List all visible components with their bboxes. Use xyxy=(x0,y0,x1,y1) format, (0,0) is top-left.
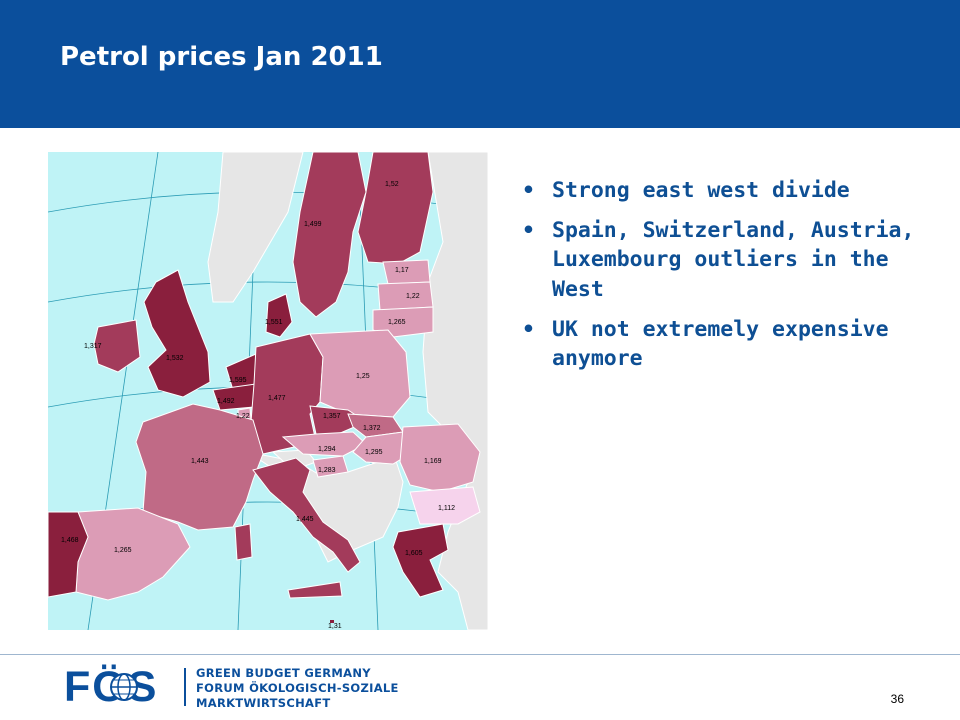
bullet-text: Strong east west divide xyxy=(552,178,850,203)
region-czech xyxy=(309,405,368,435)
label-germany: 1,477 xyxy=(268,395,286,402)
label-finland: 1,52 xyxy=(385,181,399,188)
label-slovakia: 1,372 xyxy=(363,425,381,432)
label-hungary: 1,295 xyxy=(365,449,383,456)
europe-petrol-price-map: 1,52 1,499 1,17 1,22 1,265 1,551 1,317 1… xyxy=(48,152,488,630)
bullet-dot-icon: • xyxy=(522,316,535,342)
logo-line: MARKTWIRTSCHAFT xyxy=(196,696,331,710)
page-number: 36 xyxy=(890,692,904,706)
label-spain: 1,265 xyxy=(114,547,132,554)
region-denmark xyxy=(265,293,293,338)
region-uk xyxy=(143,269,211,398)
label-malta: 1,31 xyxy=(328,623,342,630)
region-sweden xyxy=(292,152,367,318)
label-portugal: 1,468 xyxy=(61,537,79,544)
region-greece xyxy=(392,523,449,598)
bullet-item: • UK not extremely expensive anymore xyxy=(518,315,948,374)
label-slovenia: 1,283 xyxy=(318,467,336,474)
region-sardinia xyxy=(234,523,253,561)
label-austria: 1,294 xyxy=(318,446,336,453)
region-sicily xyxy=(287,581,343,599)
bullet-text: Spain, Switzerland, Austria, Luxembourg … xyxy=(552,217,915,302)
label-romania: 1,169 xyxy=(424,458,442,465)
label-ireland: 1,317 xyxy=(84,343,102,350)
logo-text: GREEN BUDGET GERMANY FORUM ÖKOLOGISCH-SO… xyxy=(196,666,399,711)
region-france xyxy=(135,403,264,531)
header-bar: Petrol prices Jan 2011 xyxy=(0,0,960,128)
bullet-text: UK not extremely expensive anymore xyxy=(552,316,889,372)
region-slovenia xyxy=(312,455,349,478)
region-portugal xyxy=(48,511,89,598)
label-lithuania: 1,265 xyxy=(388,319,406,326)
label-belgium: 1,492 xyxy=(217,398,235,405)
slide-title: Petrol prices Jan 2011 xyxy=(60,42,383,72)
bullet-dot-icon: • xyxy=(522,178,535,203)
logo-separator xyxy=(184,668,186,706)
label-uk: 1,532 xyxy=(166,355,184,362)
label-estonia: 1,17 xyxy=(395,267,409,274)
label-luxembourg: 1,22 xyxy=(236,413,250,420)
label-sweden: 1,499 xyxy=(304,221,322,228)
footer-divider xyxy=(0,654,960,655)
region-malta xyxy=(330,620,334,623)
label-italy: 1,445 xyxy=(296,516,314,523)
globe-icon xyxy=(110,673,138,701)
label-greece: 1,605 xyxy=(405,550,423,557)
fos-logo: FÖS GREEN BUDGET GERMANY FORUM ÖKOLOGISC… xyxy=(64,662,398,712)
bullet-dot-icon: • xyxy=(522,217,535,243)
label-latvia: 1,22 xyxy=(406,293,420,300)
logo-line: FORUM ÖKOLOGISCH-SOZIALE xyxy=(196,681,399,695)
bullet-list: • Strong east west divide • Spain, Switzer… xyxy=(518,176,948,384)
map-svg: 1,52 1,499 1,17 1,22 1,265 1,551 1,317 1… xyxy=(48,152,488,630)
label-czech: 1,357 xyxy=(323,413,341,420)
label-netherlands: 1,595 xyxy=(229,377,247,384)
logo-line: GREEN BUDGET GERMANY xyxy=(196,666,371,680)
label-bulgaria: 1,112 xyxy=(438,505,455,512)
region-italy xyxy=(252,457,361,573)
region-ireland xyxy=(93,319,141,373)
price-labels: 1,52 1,499 1,17 1,22 1,265 1,551 1,317 1… xyxy=(61,181,455,630)
label-poland: 1,25 xyxy=(356,373,370,380)
label-france: 1,443 xyxy=(191,458,209,465)
bullet-item: • Strong east west divide xyxy=(518,176,948,206)
bullet-item: • Spain, Switzerland, Austria, Luxembourg… xyxy=(518,216,948,305)
label-denmark: 1,551 xyxy=(265,319,283,326)
region-romania xyxy=(399,423,481,493)
region-bulgaria xyxy=(409,486,481,525)
